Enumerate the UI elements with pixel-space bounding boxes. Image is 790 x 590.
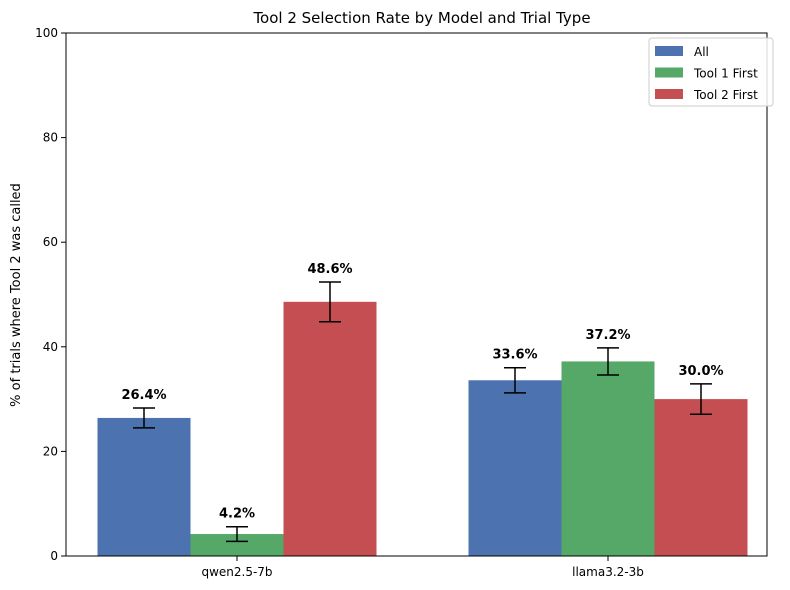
data-label: 37.2%	[585, 328, 630, 343]
data-label: 4.2%	[219, 507, 255, 522]
y-tick-label: 0	[50, 549, 58, 563]
legend-label: All	[694, 45, 709, 59]
legend-swatch	[655, 89, 683, 99]
legend-swatch	[655, 67, 683, 78]
bar-all-llama3-2-3b	[468, 380, 562, 556]
data-label: 30.0%	[678, 364, 723, 379]
y-tick-label: 60	[43, 235, 58, 249]
y-tick-label: 100	[35, 26, 58, 40]
legend: All Tool 1 First Tool 2 First	[648, 37, 774, 107]
legend-label: Tool 2 First	[693, 88, 758, 102]
x-tick-label: llama3.2-3b	[572, 565, 644, 579]
error-bar	[597, 347, 619, 376]
error-bar	[133, 407, 155, 429]
error-bar	[690, 383, 712, 416]
error-bar	[504, 366, 526, 394]
data-label: 26.4%	[121, 388, 166, 403]
data-label: 48.6%	[307, 262, 352, 277]
bar-tool-1-first-qwen2-5-7b	[190, 534, 284, 556]
plot-frame	[65, 32, 768, 557]
data-label: 33.6%	[492, 348, 537, 363]
y-tick-label: 80	[43, 131, 58, 145]
bar-tool-2-first-qwen2-5-7b	[283, 301, 377, 556]
legend-label: Tool 1 First	[693, 67, 758, 81]
y-axis-label: % of trials where Tool 2 was called	[9, 183, 24, 407]
bar-tool-1-first-llama3-2-3b	[561, 361, 655, 556]
x-tick-label: qwen2.5-7b	[201, 565, 272, 579]
bar-tool-2-first-llama3-2-3b	[654, 399, 748, 556]
y-tick-label: 40	[43, 340, 58, 354]
legend-swatch	[655, 46, 683, 56]
y-tick-label: 20	[43, 444, 58, 458]
plot-area: 26.4% 33.6% 4.2% 37.2% 48.6% 30.0% 0 20 40 60 80 10…	[35, 26, 768, 579]
chart-title: Tool 2 Selection Rate by Model and Trial…	[252, 9, 590, 27]
error-bar	[226, 525, 248, 543]
bar-all-qwen2-5-7b	[97, 417, 191, 556]
error-bar	[319, 281, 341, 323]
